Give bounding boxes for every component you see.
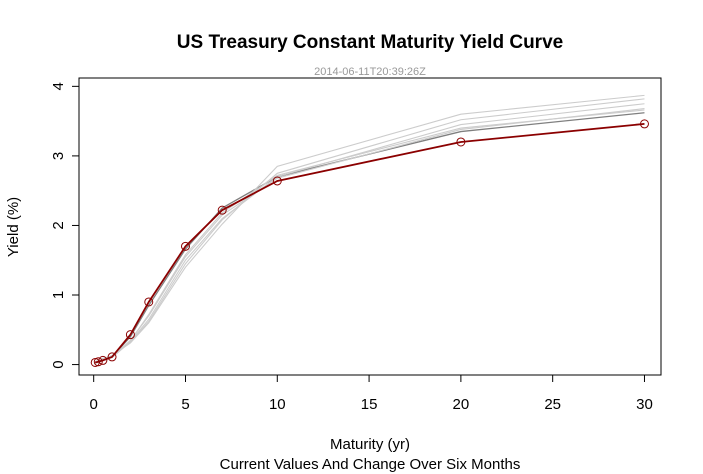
- y-tick-label: 0: [50, 360, 67, 368]
- chart-title: US Treasury Constant Maturity Yield Curv…: [177, 32, 563, 53]
- x-axis-label: Maturity (yr): [330, 436, 410, 453]
- history-series: [94, 94, 645, 364]
- current-line: [95, 123, 645, 364]
- x-tick-label: 0: [90, 396, 98, 413]
- current-point: [144, 297, 154, 307]
- history-line: [94, 109, 645, 363]
- y-axis-label: Yield (%): [5, 197, 22, 257]
- x-tick-label: 15: [361, 396, 378, 413]
- current-point: [180, 241, 190, 251]
- x-tick-label: 10: [269, 396, 286, 413]
- x-tick-label: 20: [453, 396, 470, 413]
- current-series: [90, 119, 649, 367]
- history-line: [94, 98, 645, 363]
- x-tick-label: 5: [181, 396, 189, 413]
- y-tick-label: 1: [50, 291, 67, 299]
- history-line: [95, 103, 645, 364]
- y-tick-label: 4: [50, 82, 67, 90]
- plot-frame: [78, 77, 662, 376]
- current-point: [639, 119, 649, 129]
- y-axis: 0 1 2 3 4: [50, 82, 80, 369]
- current-point: [107, 352, 117, 362]
- y-tick-label: 3: [50, 152, 67, 160]
- history-line: [95, 94, 645, 363]
- y-tick-label: 2: [50, 221, 67, 229]
- x-axis: 0 5 10 15 20 25 30: [90, 374, 653, 413]
- current-point: [93, 357, 103, 367]
- x-tick-label: 30: [636, 396, 653, 413]
- chart-subtitle: 2014-06-11T20:39:26Z: [314, 66, 426, 78]
- current-point: [98, 355, 108, 365]
- current-point: [272, 176, 282, 186]
- current-point: [456, 137, 466, 147]
- x-axis-sublabel: Current Values And Change Over Six Month…: [220, 456, 521, 473]
- current-point: [217, 205, 227, 215]
- x-tick-label: 25: [544, 396, 561, 413]
- current-point: [125, 330, 135, 340]
